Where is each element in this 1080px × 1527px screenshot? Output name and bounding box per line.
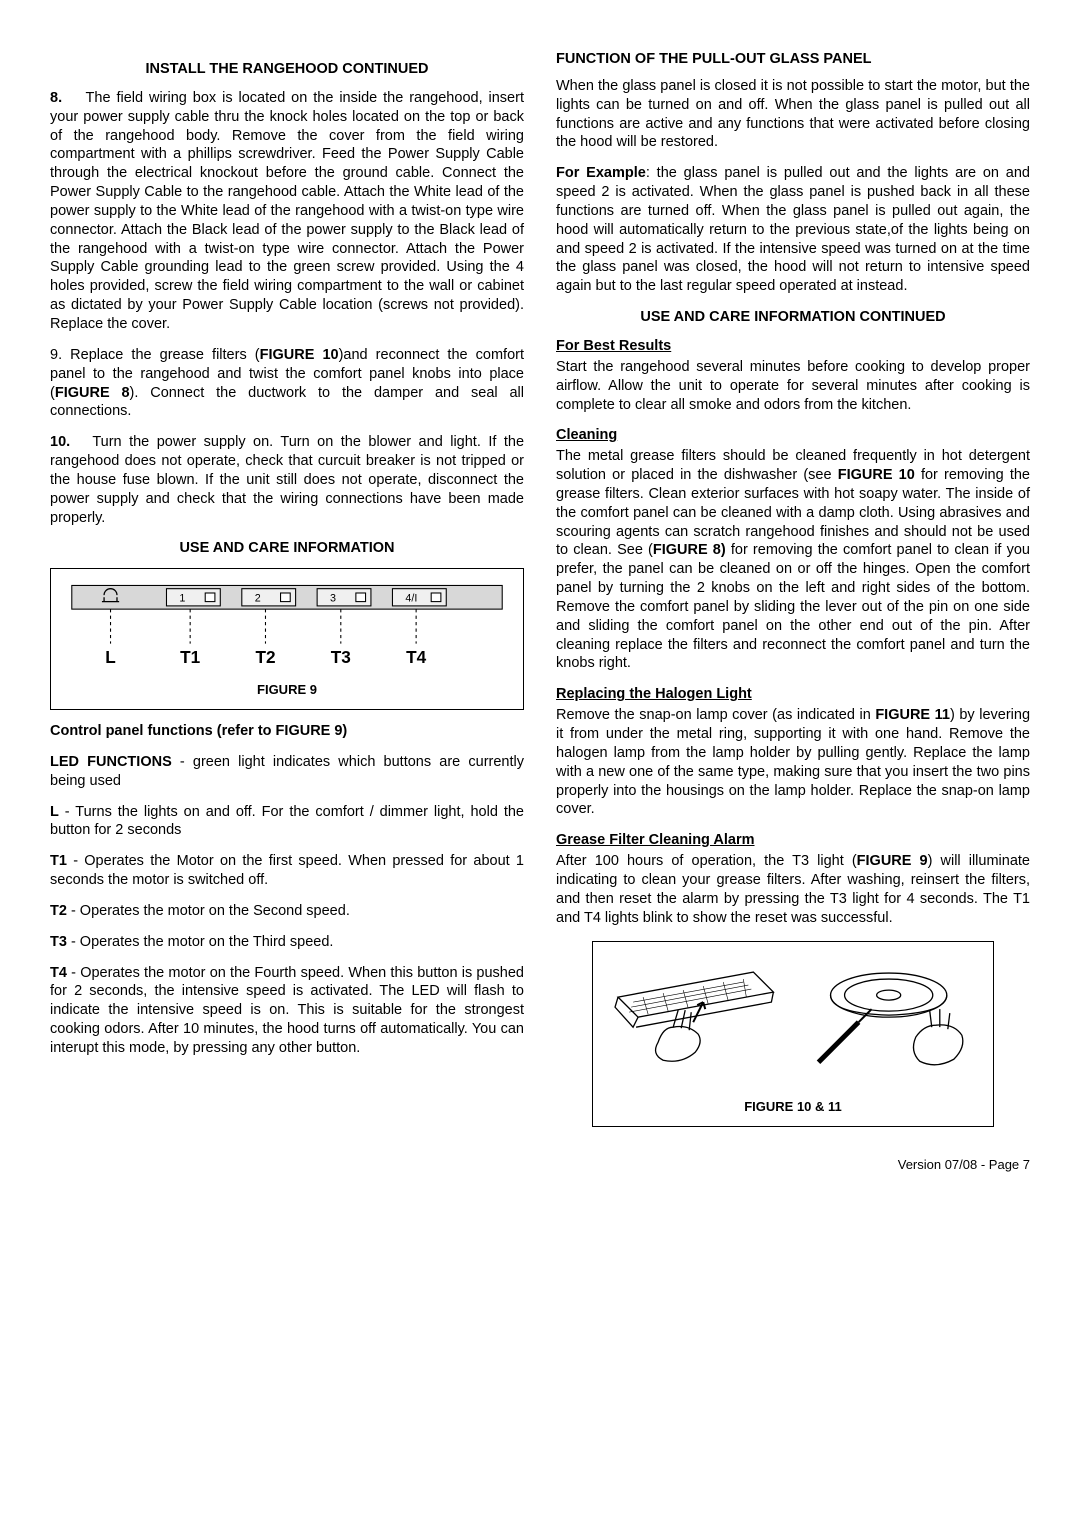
figure-9-caption: FIGURE 9	[61, 682, 513, 699]
best-results-text: Start the rangehood several minutes befo…	[556, 358, 1030, 415]
clean-e: for removing the comfort panel to clean …	[556, 542, 1030, 671]
text-9a: 9. Replace the grease filters (	[50, 347, 260, 363]
halo-fig11: FIGURE 11	[875, 707, 950, 723]
led-label: LED FUNCTIONS	[50, 754, 172, 770]
svg-text:T2: T2	[255, 647, 275, 667]
t3-function: T3 - Operates the motor on the Third spe…	[50, 933, 524, 952]
text-10: Turn the power supply on. Turn on the bl…	[50, 434, 524, 525]
l-label: L	[50, 804, 59, 820]
best-results-heading: For Best Results	[556, 338, 671, 354]
glass-p1: When the glass panel is closed it is not…	[556, 77, 1030, 152]
halo-c: ) by levering it from under the metal ri…	[556, 707, 1030, 817]
para-8: 8. The field wiring box is located on th…	[50, 89, 524, 334]
figure-9-svg: 1 2 3 4/I L T1 T2 T3 T4	[61, 579, 513, 676]
t4-label: T4	[50, 965, 67, 981]
t3-label: T3	[50, 934, 67, 950]
text-8: The field wiring box is located on the i…	[50, 90, 524, 332]
label-8: 8.	[50, 90, 62, 106]
svg-text:T1: T1	[180, 647, 201, 667]
page-footer: Version 07/08 - Page 7	[50, 1157, 1030, 1174]
figure-10-11-svg	[603, 952, 984, 1092]
t2-text: - Operates the motor on the Second speed…	[67, 903, 350, 919]
clean-fig8: FIGURE 8)	[653, 542, 726, 558]
t1-text: - Operates the Motor on the first speed.…	[50, 853, 524, 888]
glass-example: For Example: the glass panel is pulled o…	[556, 164, 1030, 296]
t3-text: - Operates the motor on the Third speed.	[67, 934, 334, 950]
svg-text:2: 2	[255, 593, 261, 605]
t1-label: T1	[50, 853, 67, 869]
halogen-heading: Replacing the Halogen Light	[556, 686, 752, 702]
svg-text:1: 1	[179, 593, 185, 605]
para-10: 10. Turn the power supply on. Turn on th…	[50, 433, 524, 527]
left-column: INSTALL THE RANGEHOOD CONTINUED 8. The f…	[50, 50, 524, 1127]
svg-text:3: 3	[330, 593, 336, 605]
l-text: - Turns the lights on and off. For the c…	[50, 804, 524, 839]
example-text: : the glass panel is pulled out and the …	[556, 165, 1030, 294]
t4-function: T4 - Operates the motor on the Fourth sp…	[50, 964, 524, 1058]
clean-fig10: FIGURE 10	[838, 467, 915, 483]
heading-use-care: USE AND CARE INFORMATION	[50, 539, 524, 558]
grease-a: After 100 hours of operation, the T3 lig…	[556, 853, 857, 869]
figure-10-11: FIGURE 10 & 11	[592, 941, 995, 1126]
halo-a: Remove the snap-on lamp cover (as indica…	[556, 707, 875, 723]
grease-fig9: FIGURE 9	[857, 853, 928, 869]
heading-install: INSTALL THE RANGEHOOD CONTINUED	[50, 60, 524, 79]
t4-text: - Operates the motor on the Fourth speed…	[50, 965, 524, 1056]
figure-10-11-caption: FIGURE 10 & 11	[603, 1099, 984, 1116]
grease-text: After 100 hours of operation, the T3 lig…	[556, 852, 1030, 927]
t2-function: T2 - Operates the motor on the Second sp…	[50, 902, 524, 921]
para-9: 9. Replace the grease filters (FIGURE 10…	[50, 346, 524, 421]
label-10: 10.	[50, 434, 70, 450]
l-function: L - Turns the lights on and off. For the…	[50, 803, 524, 841]
svg-text:T3: T3	[331, 647, 351, 667]
ref-fig10: FIGURE 10	[260, 347, 339, 363]
page-content: INSTALL THE RANGEHOOD CONTINUED 8. The f…	[50, 50, 1030, 1127]
ref-fig8: FIGURE 8	[55, 385, 130, 401]
heading-function: FUNCTION OF THE PULL-OUT GLASS PANEL	[556, 50, 1030, 69]
svg-text:L: L	[105, 647, 116, 667]
svg-text:T4: T4	[406, 647, 427, 667]
control-panel-heading: Control panel functions (refer to FIGURE…	[50, 723, 347, 739]
right-column: FUNCTION OF THE PULL-OUT GLASS PANEL Whe…	[556, 50, 1030, 1127]
t1-function: T1 - Operates the Motor on the first spe…	[50, 852, 524, 890]
grease-heading: Grease Filter Cleaning Alarm	[556, 832, 755, 848]
cleaning-heading: Cleaning	[556, 427, 617, 443]
t2-label: T2	[50, 903, 67, 919]
cleaning-text: The metal grease filters should be clean…	[556, 447, 1030, 673]
heading-use-care-cont: USE AND CARE INFORMATION CONTINUED	[556, 308, 1030, 327]
example-label: For Example	[556, 165, 646, 181]
figure-9: 1234/ILT1T2T3T4 (function(){ const d = J…	[50, 568, 524, 710]
halogen-text: Remove the snap-on lamp cover (as indica…	[556, 706, 1030, 819]
led-functions: LED FUNCTIONS - green light indicates wh…	[50, 753, 524, 791]
svg-text:4/I: 4/I	[405, 593, 417, 605]
